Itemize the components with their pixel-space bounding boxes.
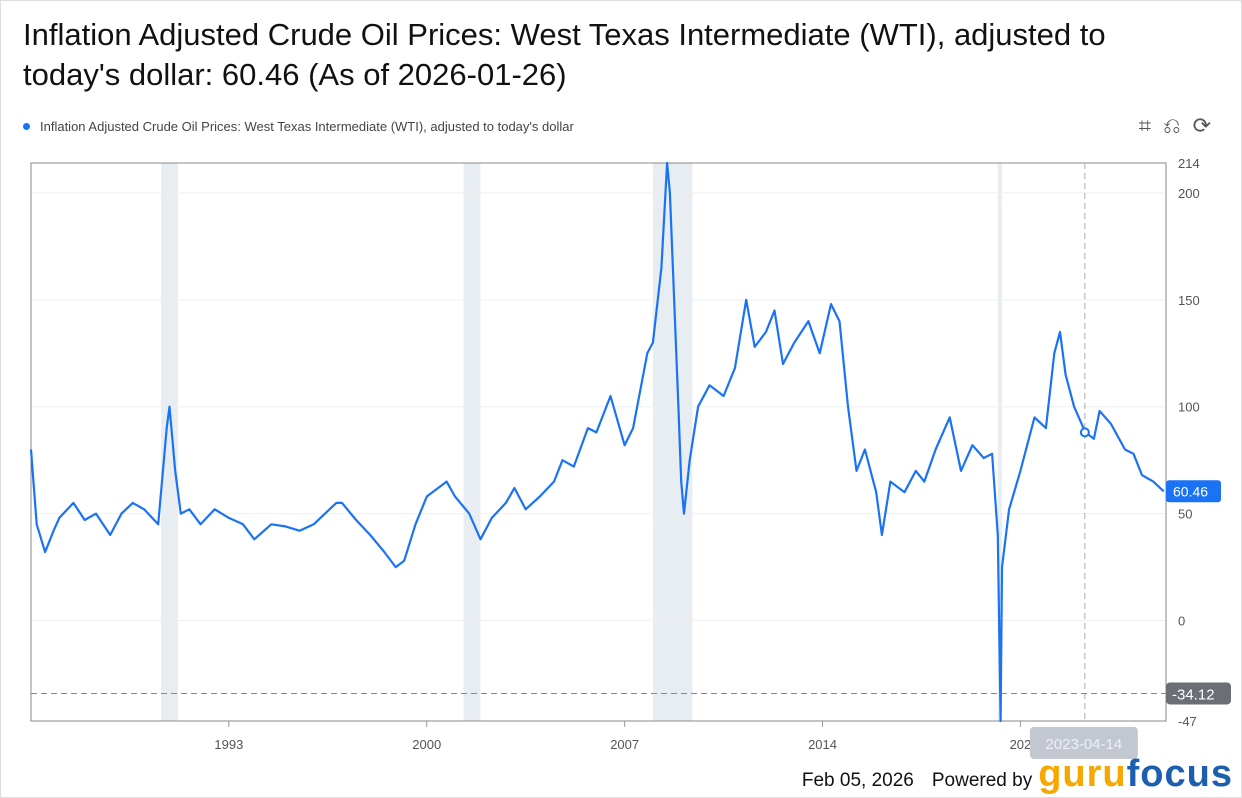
y-tick-label: 0 bbox=[1178, 614, 1185, 629]
plot-frame bbox=[30, 162, 1167, 722]
y-tick-label: 150 bbox=[1178, 293, 1200, 308]
y-tick-label: 100 bbox=[1178, 400, 1200, 415]
y-tick-label: 50 bbox=[1178, 507, 1192, 522]
last-value-label: 60.46 bbox=[1173, 483, 1208, 499]
recession-band bbox=[997, 163, 1002, 721]
x-crosshair-label-bg bbox=[1029, 727, 1138, 759]
x-tick-label: 1993 bbox=[214, 737, 243, 752]
toolbar: ⌗ ⎌ ⟳ bbox=[1139, 113, 1211, 139]
y-tick-label: 200 bbox=[1178, 186, 1200, 201]
x-tick-label: 2007 bbox=[610, 737, 639, 752]
legend-marker-icon bbox=[23, 123, 30, 130]
y-tick-label: 214 bbox=[1178, 156, 1200, 171]
crop-zoom-icon[interactable]: ⌗ bbox=[1138, 113, 1151, 138]
recession-band bbox=[463, 163, 481, 721]
recession-band bbox=[161, 163, 178, 721]
x-tick-label: 2000 bbox=[412, 737, 441, 752]
legend-label: Inflation Adjusted Crude Oil Prices: Wes… bbox=[40, 119, 574, 134]
powered-by-text: Powered by bbox=[931, 770, 1033, 791]
chart-title: Inflation Adjusted Crude Oil Prices: Wes… bbox=[23, 17, 1106, 92]
legend-item[interactable]: Inflation Adjusted Crude Oil Prices: Wes… bbox=[23, 119, 574, 134]
y-crosshair-label: -34.12 bbox=[1172, 686, 1215, 703]
refresh-icon[interactable]: ⟳ bbox=[1192, 113, 1211, 138]
hover-point bbox=[1079, 427, 1090, 438]
footer: Feb 05, 2026 Powered by gurufocus bbox=[802, 753, 1233, 796]
last-value-label-bg bbox=[1166, 480, 1221, 503]
x-tick-label: 2014 bbox=[808, 737, 837, 752]
zoom-reset-icon[interactable]: ⎌ bbox=[1162, 113, 1181, 138]
y-crosshair-label-bg bbox=[1166, 682, 1231, 705]
gurufocus-logo[interactable]: gurufocus bbox=[1038, 753, 1233, 795]
y-tick-label: -47 bbox=[1178, 714, 1197, 729]
footer-date: Feb 05, 2026 bbox=[801, 770, 914, 791]
x-crosshair-label: 2023-04-14 bbox=[1046, 736, 1123, 753]
x-tick-label: 202 bbox=[1010, 737, 1032, 752]
series-line bbox=[29, 161, 1165, 723]
